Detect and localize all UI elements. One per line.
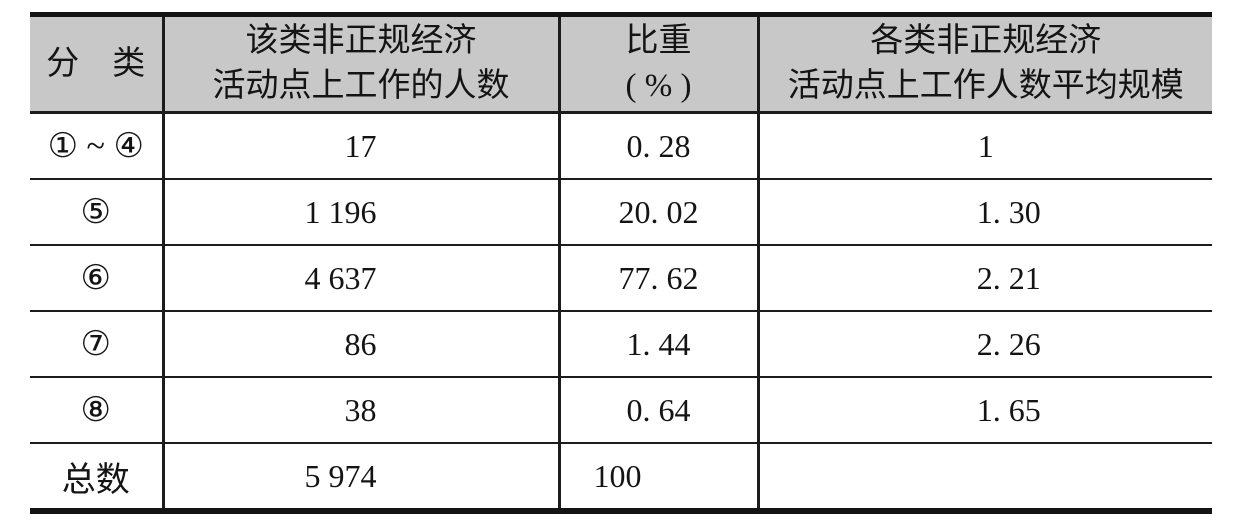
cell-workers: 17: [161, 112, 559, 179]
cell-workers: 38: [161, 376, 559, 443]
cell-category-total: 总数: [30, 442, 163, 511]
table-row-5: ⑤ 1 196 20. 02 1. 30: [30, 178, 1212, 245]
header-percent: 比重 ( % ): [557, 14, 758, 114]
cell-avg-scale: 2. 21: [756, 244, 1212, 311]
cell-avg-scale: 1. 30: [756, 178, 1212, 245]
header-workers: 该类非正规经济 活动点上工作的人数: [161, 14, 559, 114]
header-row: 分 类 该类非正规经济 活动点上工作的人数 比重 ( % ) 各类非正规经济 活…: [30, 14, 1212, 114]
header-percent-line1: 比重: [625, 23, 692, 59]
table-header: 分 类 该类非正规经济 活动点上工作的人数 比重 ( % ) 各类非正规经济 活…: [30, 14, 1212, 114]
cell-percent: 0. 64: [557, 376, 758, 443]
cell-workers: 86: [161, 310, 559, 377]
cell-workers: 1 196: [161, 178, 559, 245]
header-avg-scale: 各类非正规经济 活动点上工作人数平均规模: [756, 14, 1212, 114]
cell-avg-scale: 1. 65: [756, 376, 1212, 443]
header-category-label: 分 类: [46, 45, 146, 82]
cell-avg-scale-total: [756, 442, 1212, 511]
cell-category: ⑥: [30, 244, 163, 311]
header-category: 分 类: [30, 14, 163, 114]
header-avg-line2: 活动点上工作人数平均规模: [787, 68, 1184, 104]
table-row-7: ⑦ 86 1. 44 2. 26: [30, 310, 1212, 377]
informal-economy-stats-table: 分 类 该类非正规经济 活动点上工作的人数 比重 ( % ) 各类非正规经济 活…: [30, 12, 1212, 514]
cell-category: ⑦: [30, 310, 163, 377]
cell-percent: 1. 44: [557, 310, 758, 377]
cell-percent: 77. 62: [557, 244, 758, 311]
cell-percent: 20. 02: [557, 178, 758, 245]
header-workers-line1: 该类非正规经济: [245, 23, 477, 59]
cell-workers: 4 637: [161, 244, 559, 311]
cell-category: ① ~ ④: [47, 128, 144, 165]
cell-avg-scale: 1: [756, 112, 1212, 179]
cell-avg-scale: 2. 26: [756, 310, 1212, 377]
table-row-total: 总数 5 974 100: [30, 442, 1212, 511]
table-row-1-4: ① ~ ④ 17 0. 28 1: [30, 112, 1212, 179]
cell-workers-total: 5 974: [161, 442, 559, 511]
cell-percent-total: 100: [557, 442, 758, 511]
cell-percent: 0. 28: [557, 112, 758, 179]
table-body: ① ~ ④ 17 0. 28 1 ⑤ 1 196 20. 02 1. 30 ⑥ …: [30, 112, 1212, 511]
header-workers-line2: 活动点上工作的人数: [212, 68, 510, 104]
table-row-8: ⑧ 38 0. 64 1. 65: [30, 376, 1212, 443]
cell-category: ⑤: [30, 178, 163, 245]
table-row-6: ⑥ 4 637 77. 62 2. 21: [30, 244, 1212, 311]
cell-category: ⑧: [30, 376, 163, 443]
header-avg-line1: 各类非正规经济: [870, 23, 1102, 59]
header-percent-line2: ( % ): [625, 68, 692, 104]
